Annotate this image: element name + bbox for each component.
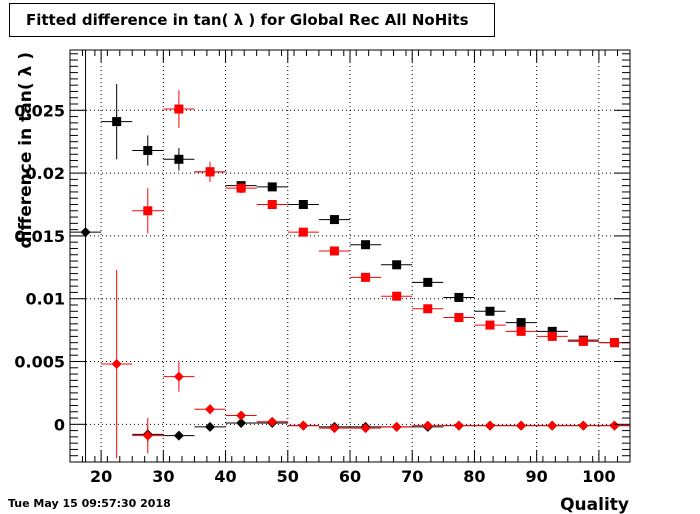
axis-ticks: 20 30 40 50 60 70 80 90 100 0 0.005 0.01 0.015 0.02 0.… (14, 50, 631, 486)
chart-title: Fitted difference in tan( λ ) for Global… (26, 11, 469, 29)
data-point-diamond (329, 423, 340, 434)
x-tick-label: 90 (526, 467, 548, 486)
data-point-diamond (142, 430, 153, 441)
data-point-square (174, 154, 184, 164)
data-point-diamond (267, 416, 278, 427)
data-point-diamond (609, 420, 620, 431)
data-point-square (547, 331, 557, 341)
data-point-square (361, 272, 371, 282)
data-point-square (267, 200, 277, 209)
data-point-square (267, 182, 277, 192)
chart-grid (70, 50, 630, 462)
data-point-diamond (111, 359, 122, 370)
timestamp: Tue May 15 09:57:30 2018 (8, 497, 171, 510)
data-point-square (516, 326, 526, 336)
data-point-square (485, 306, 495, 316)
data-point-square (578, 336, 588, 346)
data-point-square (298, 227, 308, 237)
data-point-square (143, 145, 153, 155)
data-point-square (329, 215, 339, 225)
data-point-diamond (298, 420, 309, 431)
data-point-diamond (578, 420, 589, 431)
data-point-diamond (422, 420, 433, 431)
data-point-diamond (547, 420, 558, 431)
y-axis-label: difference in tan( λ ) (16, 52, 36, 249)
x-tick-label: 30 (152, 467, 174, 486)
data-point-square (329, 246, 339, 256)
data-point-diamond (173, 371, 184, 382)
data-point-diamond (236, 410, 247, 421)
data-point-square (298, 200, 308, 209)
data-point-diamond (485, 420, 495, 431)
x-tick-label: 50 (277, 467, 299, 486)
data-point-diamond (391, 421, 402, 432)
data-point-square (236, 183, 246, 193)
x-tick-label: 70 (401, 467, 423, 486)
y-tick-label: 0.01 (26, 290, 65, 309)
x-tick-label: 20 (90, 467, 112, 486)
data-point-square (547, 326, 557, 336)
y-tick-label: 0.015 (14, 227, 65, 246)
data-point-square (454, 292, 464, 302)
y-tick-label: 0.02 (26, 164, 65, 183)
y-tick-label: 0 (54, 415, 65, 434)
data-point-square (112, 117, 122, 127)
series-1 (132, 90, 630, 348)
data-point-square (143, 206, 153, 216)
series-2 (70, 50, 630, 462)
y-tick-label: 0.005 (14, 353, 65, 372)
data-point-diamond (360, 423, 371, 434)
data-point-square (423, 277, 433, 287)
series-0 (101, 83, 630, 348)
x-axis-label: Quality (560, 495, 629, 514)
data-point-diamond (173, 430, 184, 441)
x-tick-label: 80 (463, 467, 485, 486)
data-point-square (392, 260, 402, 270)
x-tick-label: 60 (339, 467, 361, 486)
data-point-square (454, 313, 464, 323)
data-point-diamond (80, 227, 91, 238)
data-point-diamond (453, 420, 464, 431)
data-point-diamond (236, 418, 247, 429)
y-tick-label: 0.025 (14, 101, 65, 120)
x-tick-label: 40 (214, 467, 236, 486)
data-point-square (485, 320, 495, 330)
series-3 (101, 269, 630, 459)
data-point-square (174, 104, 184, 114)
data-point-diamond (205, 404, 215, 415)
data-point-square (205, 167, 215, 177)
x-tick-label: 100 (582, 467, 615, 486)
data-point-square (392, 291, 402, 301)
data-layer (70, 50, 630, 462)
plot-frame (69, 49, 631, 463)
title-box: Fitted difference in tan( λ ) for Global… (9, 3, 495, 37)
data-point-diamond (205, 421, 215, 432)
data-point-square (423, 304, 433, 314)
data-point-diamond (516, 420, 527, 431)
data-point-square (516, 318, 526, 328)
data-point-square (609, 338, 619, 348)
data-point-square (361, 240, 371, 250)
